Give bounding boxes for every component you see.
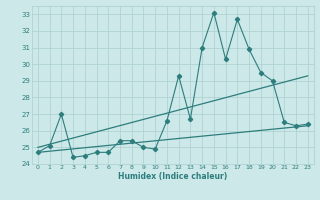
X-axis label: Humidex (Indice chaleur): Humidex (Indice chaleur) <box>118 172 228 181</box>
